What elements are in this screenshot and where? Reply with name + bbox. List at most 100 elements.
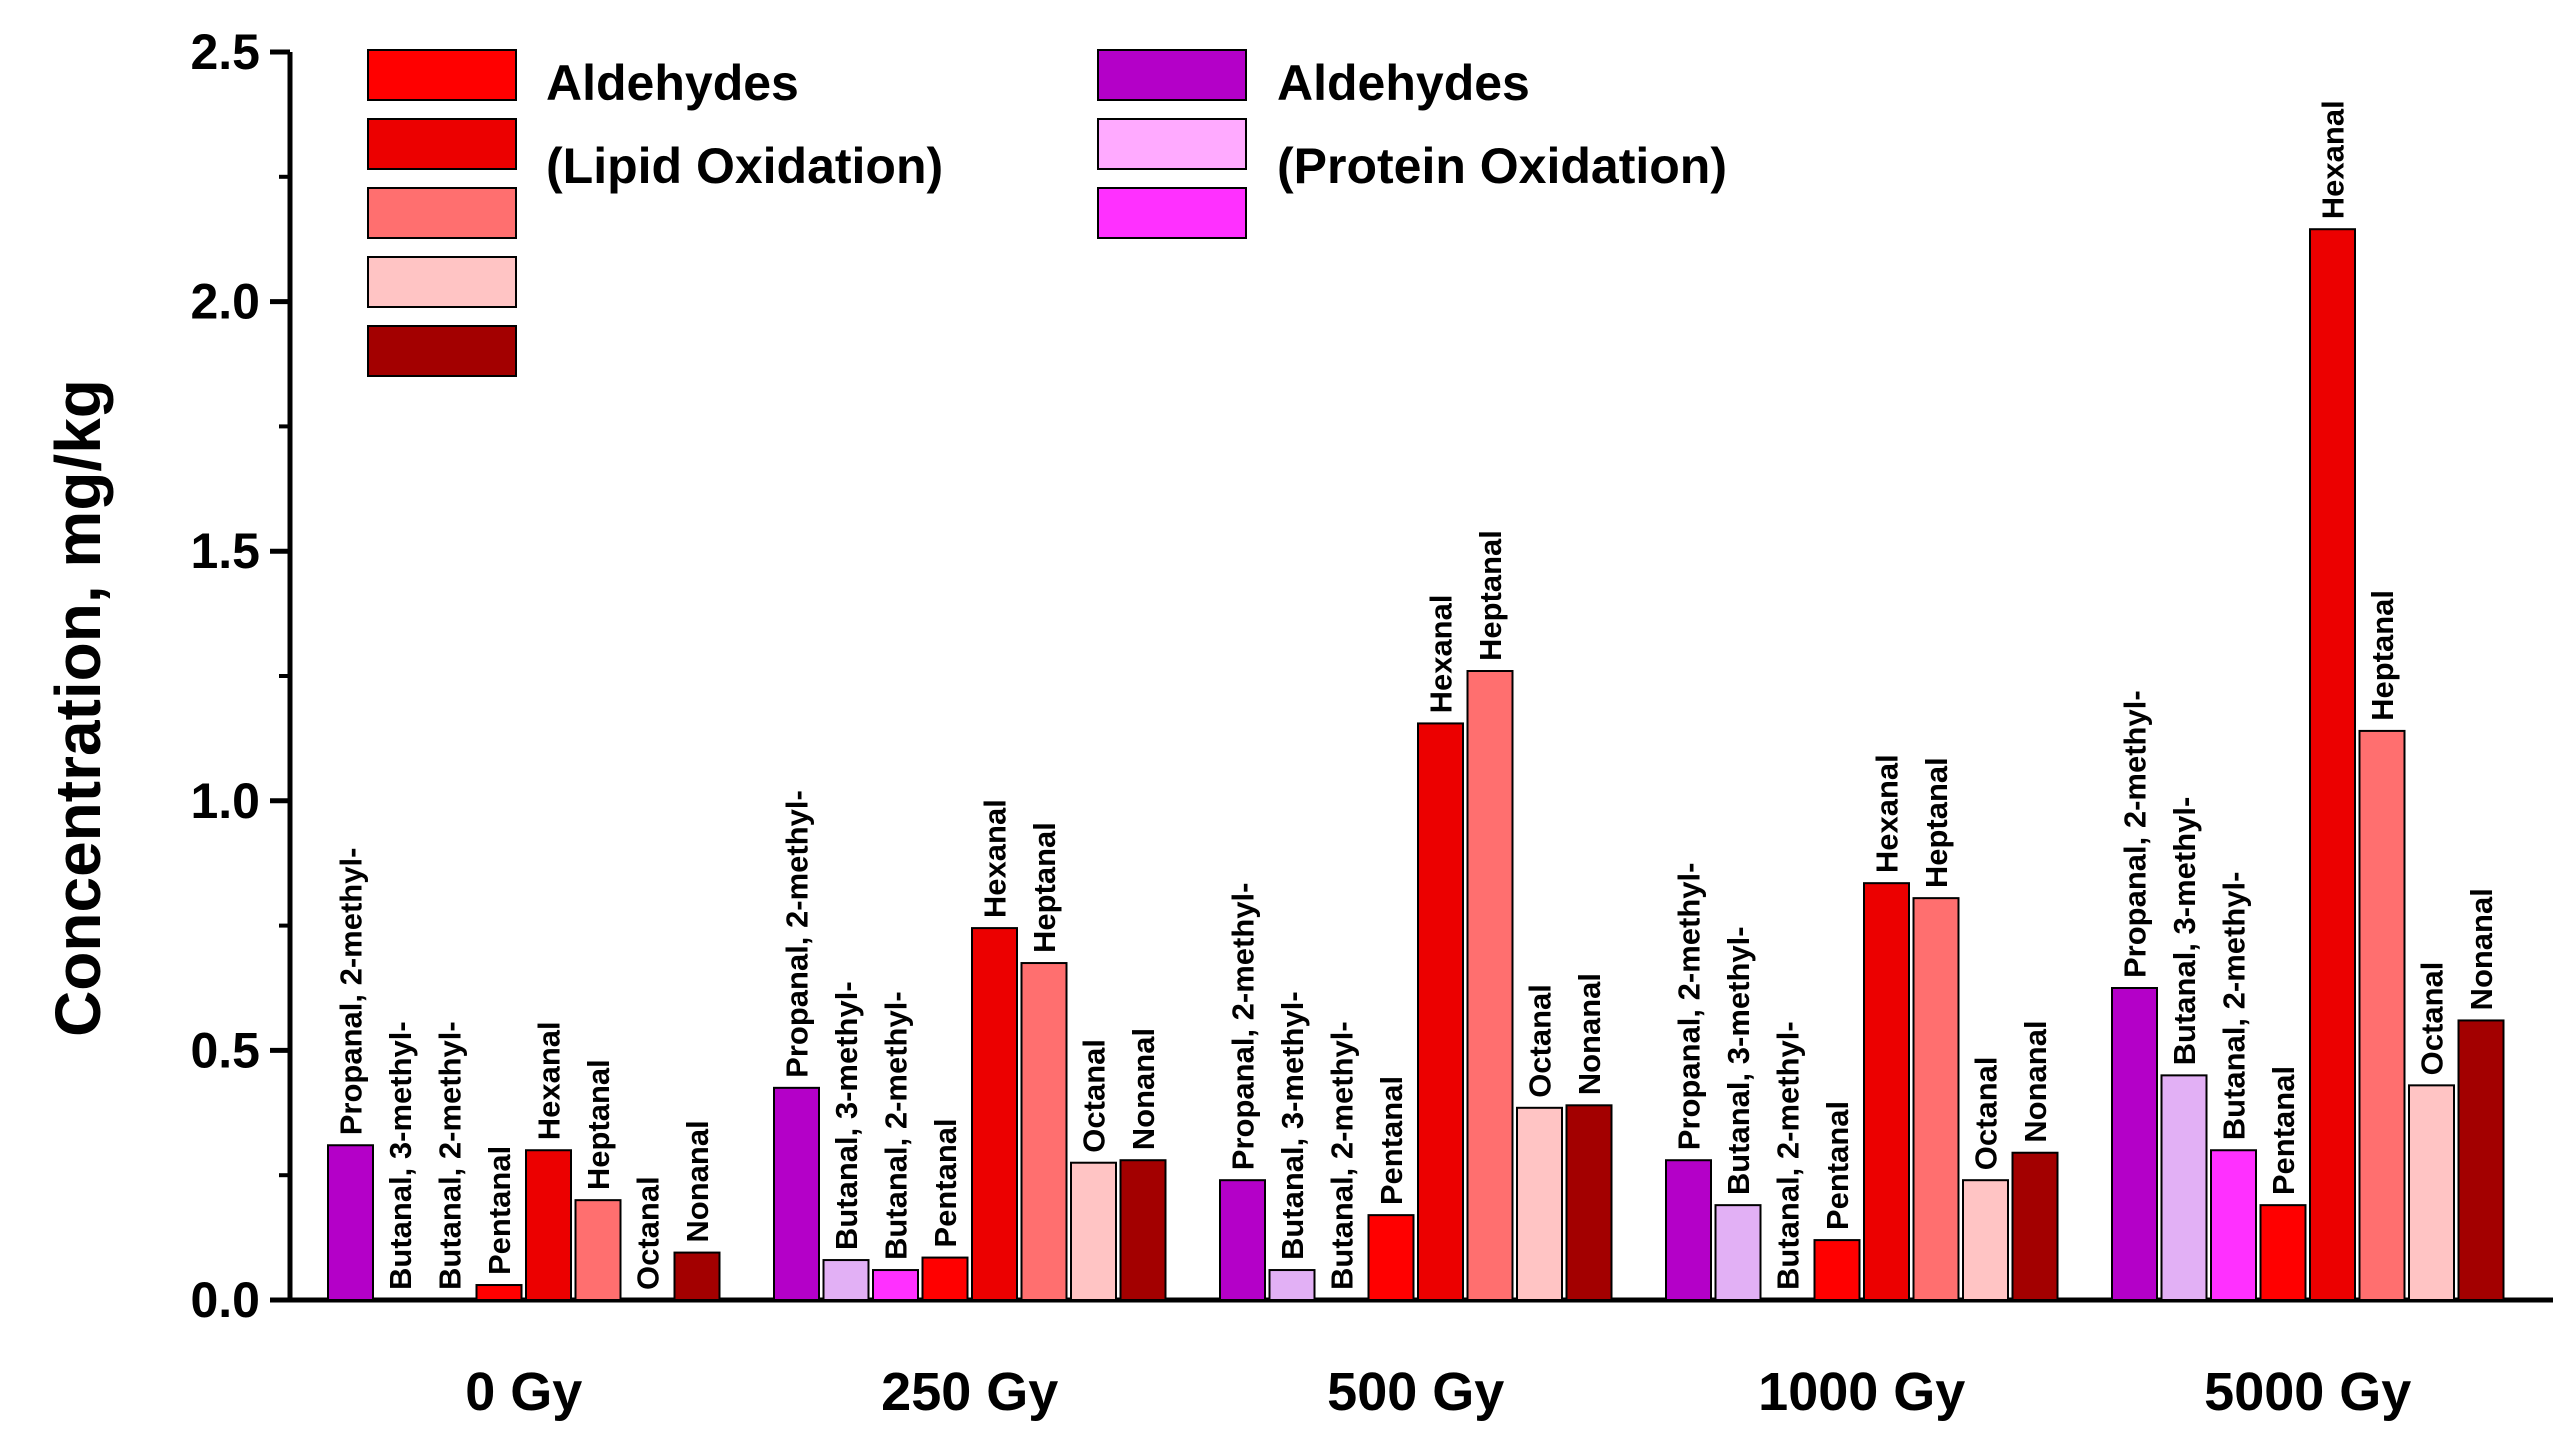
legend: Aldehydes (Lipid Oxidation) Aldehydes (Prot…: [367, 49, 1727, 377]
bar: [525, 1149, 572, 1301]
legend-subtitle: (Lipid Oxidation): [546, 138, 943, 194]
legend-swatch: [367, 118, 517, 170]
bar: [574, 1199, 622, 1302]
bar-label: Butanal, 3-methyl-: [383, 1021, 418, 1290]
y-tick-label: 0.0: [190, 1272, 260, 1328]
y-tick-label: 2.0: [190, 274, 260, 330]
bar-label: Butanal, 2-methyl-: [433, 1021, 468, 1290]
bar: [1912, 897, 1960, 1301]
bar: [2111, 987, 2158, 1301]
x-category-label: 250 Gy: [881, 1362, 1058, 1422]
bar-label: Propanal, 2-methyl-: [2118, 690, 2153, 978]
bar: [673, 1251, 721, 1302]
bar: [2309, 228, 2356, 1302]
legend-subtitle: (Protein Oxidation): [1277, 138, 1727, 194]
bar-label: Nonanal: [680, 1120, 715, 1242]
y-tick-label: 0.5: [190, 1022, 260, 1078]
bar: [1070, 1161, 1117, 1301]
legend-title: Aldehydes: [546, 55, 799, 111]
bar-label: Butanal, 2-methyl-: [2217, 872, 2252, 1141]
legend-swatch: [367, 49, 517, 101]
bar: [2259, 1204, 2307, 1301]
bar: [2358, 729, 2406, 1301]
bar-label: Propanal, 2-methyl-: [1672, 863, 1707, 1151]
y-tick-label: 1.5: [190, 523, 260, 579]
bar-label: Butanal, 3-methyl-: [2167, 797, 2202, 1066]
bar-label: Heptanal: [1027, 822, 1062, 953]
bar-label: Pentanal: [928, 1118, 963, 1247]
bar-label: Octanal: [1523, 984, 1558, 1098]
bar-label: Hexanal: [978, 799, 1013, 918]
bar-label: Octanal: [1077, 1039, 1112, 1153]
bar: [1268, 1269, 1316, 1301]
x-category-label: 500 Gy: [1327, 1362, 1504, 1422]
bar: [327, 1144, 374, 1302]
y-tick-label: 2.5: [190, 24, 260, 80]
bar-label: Heptanal: [581, 1059, 616, 1190]
bar: [1466, 670, 1514, 1301]
bar-label: Nonanal: [2018, 1020, 2053, 1142]
bar: [1813, 1239, 1861, 1301]
bar: [1417, 722, 1464, 1301]
bar-label: Octanal: [1969, 1056, 2004, 1170]
bar-label: Octanal: [631, 1176, 666, 1290]
bar-label: Butanal, 3-methyl-: [1721, 926, 1756, 1195]
bar-label: Nonanal: [1126, 1028, 1161, 1150]
bar-label: Butanal, 3-methyl-: [1275, 991, 1310, 1260]
legend-swatch: [367, 187, 517, 239]
bar-label: Butanal, 3-methyl-: [829, 981, 864, 1250]
bar-label: Pentanal: [1820, 1101, 1855, 1230]
legend-swatch: [1097, 118, 1247, 170]
bar: [1020, 962, 1068, 1301]
legend-swatch: [367, 256, 517, 308]
bar: [822, 1259, 870, 1301]
bar-label: Hexanal: [532, 1021, 567, 1140]
bar: [1565, 1104, 1613, 1302]
bar-label: Pentanal: [2266, 1066, 2301, 1195]
axes: 0.0 0.5 1.0 1.5 2.0 2.5 0 Gy 250 Gy 500 Gy 1000 G…: [190, 24, 2553, 1422]
bar: [2457, 1019, 2505, 1301]
legend-swatch: [1097, 49, 1247, 101]
bar: [971, 927, 1018, 1301]
bar: [1962, 1179, 2009, 1302]
bar: [2160, 1074, 2208, 1301]
bar: [475, 1284, 523, 1302]
bar-label: Propanal, 2-methyl-: [334, 848, 369, 1136]
bar: [2011, 1151, 2059, 1301]
bar-label: Nonanal: [1572, 973, 1607, 1095]
bar-label: Octanal: [2415, 962, 2450, 1076]
bar-labels: Propanal, 2-methyl- Butanal, 3-methyl- But…: [334, 100, 2500, 1290]
bar: [2210, 1149, 2257, 1301]
bar-label: Nonanal: [2464, 888, 2499, 1010]
bar-label: Propanal, 2-methyl-: [1226, 883, 1261, 1171]
bar-label: Butanal, 2-methyl-: [1771, 1021, 1806, 1290]
bar-label: Heptanal: [2365, 590, 2400, 721]
bar-label: Pentanal: [482, 1146, 517, 1275]
bar: [2408, 1084, 2455, 1301]
bar: [1714, 1204, 1762, 1301]
bar-label: Hexanal: [1424, 595, 1459, 714]
bar: [921, 1256, 969, 1301]
bar-label: Butanal, 2-methyl-: [1325, 1021, 1360, 1290]
bar: [1219, 1179, 1266, 1302]
legend-swatch: [367, 325, 517, 377]
y-axis-label: Concentration, mg/kg: [42, 379, 114, 1037]
y-tick-label: 1.0: [190, 773, 260, 829]
bar-label: Hexanal: [1870, 754, 1905, 873]
x-category-label: 1000 Gy: [1758, 1362, 1965, 1422]
x-category-label: 5000 Gy: [2204, 1362, 2411, 1422]
bar: [1863, 882, 1910, 1302]
bar: [1367, 1214, 1415, 1301]
bar: [1665, 1159, 1712, 1301]
bar-label: Pentanal: [1374, 1076, 1409, 1205]
bar: [773, 1086, 820, 1301]
x-category-label: 0 Gy: [465, 1362, 582, 1422]
legend-title: Aldehydes: [1277, 55, 1530, 111]
bar: [1516, 1106, 1563, 1301]
legend-swatch: [1097, 187, 1247, 239]
bar-label: Heptanal: [1473, 530, 1508, 661]
bars: [327, 228, 2505, 1302]
bar: [1119, 1159, 1167, 1301]
bar-label: Propanal, 2-methyl-: [780, 790, 815, 1078]
